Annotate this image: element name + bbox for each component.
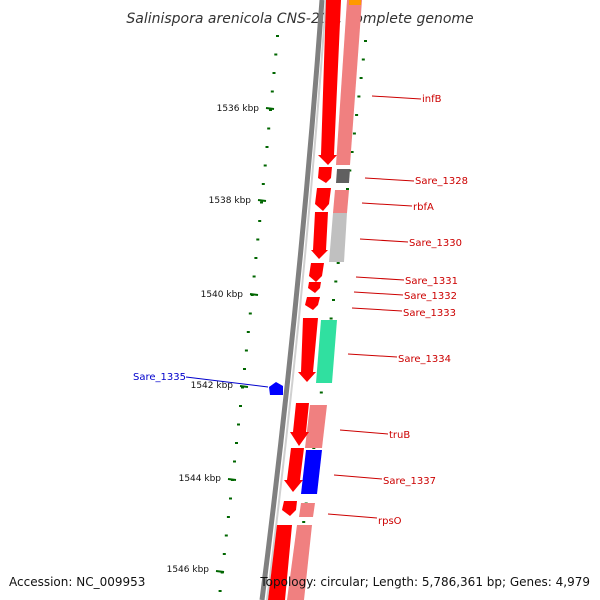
gene-label-Sare_1333[interactable]: Sare_1333 (403, 308, 456, 319)
gene-label-Sare_1328[interactable]: Sare_1328 (415, 176, 468, 187)
outer-tick-dot (334, 280, 338, 283)
topology-label: Topology: circular; Length: 5,786,361 bp… (259, 575, 590, 589)
gene-truB-outer[interactable] (305, 405, 327, 448)
axis-tick-label: 1544 kbp (179, 474, 222, 484)
inner-tick-dot (274, 53, 278, 56)
gene-label-Sare_1334[interactable]: Sare_1334 (398, 354, 451, 365)
inner-tick-dot (233, 460, 236, 463)
inner-tick-dot (263, 164, 267, 167)
inner-tick-dot (256, 238, 260, 241)
axis-tick-1542: 1542 kbp (191, 381, 249, 391)
inner-tick-dot (239, 405, 242, 407)
gene-Sare_1330-outer[interactable] (329, 213, 347, 262)
outer-tick-dot (359, 77, 363, 79)
gene-labels: infB Sare_1328 rbfA Sare_1330 Sare_1331 … (133, 94, 468, 527)
inner-tick-dot (248, 312, 252, 315)
outer-tick-dot (302, 521, 306, 523)
inner-tick-dot (265, 146, 269, 148)
gene-rpsO-outer[interactable] (299, 503, 315, 517)
outer-tick-dot (361, 58, 365, 61)
gene-Sare_1334-outer[interactable] (316, 320, 337, 383)
gene-Sare_1330-arrow[interactable] (311, 212, 328, 259)
gene-Sare_1335-arrow[interactable] (269, 382, 283, 395)
outer-tick-dot (346, 188, 349, 190)
inner-tick-dot (246, 331, 250, 333)
inner-tick-dot (270, 90, 274, 93)
gene-Sare_1328-arrow[interactable] (318, 167, 332, 183)
inner-tick-dot (269, 109, 272, 111)
gene-infB-arrow[interactable] (318, 0, 341, 165)
gene-Sare_1331-arrow[interactable] (309, 263, 324, 282)
axis-tick-1536: 1536 kbp (217, 104, 275, 114)
inner-tick-dot (226, 516, 230, 518)
gene-label-truB[interactable]: truB (389, 430, 410, 441)
outer-feature-track (287, 0, 362, 600)
forward-gene-track (268, 0, 341, 600)
inner-tick-dot (235, 442, 238, 444)
gene-rbfA-outer[interactable] (333, 190, 349, 213)
genome-backbone (259, 0, 325, 600)
inner-tick-dot (252, 275, 256, 278)
gene-Sare_1333-arrow[interactable] (305, 297, 320, 310)
axis-tick-label: 1536 kbp (217, 104, 260, 114)
inner-tick-dot (258, 220, 262, 222)
outer-tick-dot (332, 299, 335, 301)
inner-tick-dots (218, 35, 279, 592)
outer-tick-dot (329, 317, 333, 320)
gene-truB-arrow[interactable] (290, 403, 309, 446)
axis-tick-label: 1540 kbp (201, 290, 244, 300)
gene-rpsO-arrow[interactable] (282, 501, 297, 516)
inner-tick-dot (218, 590, 222, 592)
outer-tick-dot (350, 151, 354, 153)
gene-label-infB[interactable]: infB (422, 94, 442, 105)
axis-tick-1540: 1540 kbp (201, 290, 259, 300)
gene-Sare_1337-outer[interactable] (301, 450, 322, 494)
outer-tick-dot (355, 114, 359, 116)
outer-tick-dot (357, 95, 361, 98)
gene-label-Sare_1337[interactable]: Sare_1337 (383, 476, 436, 487)
map-title: Salinispora arenicola CNS-205, complete … (126, 11, 473, 27)
inner-tick-dot (260, 201, 263, 204)
inner-tick-dot (224, 534, 228, 537)
inner-tick-dot (254, 257, 258, 259)
gene-orange-outer[interactable] (349, 0, 361, 5)
gene-Sare_1334-arrow[interactable] (298, 318, 318, 382)
accession-label: Accession: NC_009953 (9, 575, 145, 589)
gene-label-Sare_1331[interactable]: Sare_1331 (405, 276, 458, 287)
outer-tick-dot (336, 262, 340, 264)
gene-Sare_1332-arrow[interactable] (308, 282, 321, 293)
gene-label-Sare_1335[interactable]: Sare_1335 (133, 372, 186, 383)
gene-label-Sare_1332[interactable]: Sare_1332 (404, 291, 457, 302)
inner-tick-dot (244, 349, 248, 352)
outer-tick-dot (352, 132, 356, 135)
inner-tick-dot (243, 368, 246, 370)
inner-tick-dot (229, 497, 232, 500)
axis-tick-label: 1538 kbp (209, 196, 252, 206)
inner-tick-dot (276, 35, 279, 37)
axis-tick-1546: 1546 kbp (167, 565, 225, 575)
inner-tick-dot (222, 553, 226, 555)
axis-tick-label: 1542 kbp (191, 381, 234, 391)
inner-tick-dot (241, 386, 244, 389)
gene-label-rpsO[interactable]: rpsO (378, 516, 402, 527)
inner-tick-dot (261, 183, 265, 185)
axis-tick-1538: 1538 kbp (209, 196, 267, 206)
gene-next-arrow[interactable] (268, 525, 292, 600)
gene-Sare_1328-outer[interactable] (336, 169, 350, 183)
gene-next-outer[interactable] (287, 525, 312, 600)
genome-backbone-shadow (266, 0, 327, 600)
inner-tick-dot (237, 423, 240, 426)
gene-rbfA-arrow[interactable] (315, 188, 331, 211)
gene-Sare_1337-arrow[interactable] (284, 448, 304, 492)
outer-tick-dot (364, 40, 367, 42)
gene-infB-outer[interactable] (336, 0, 362, 165)
gene-label-rbfA[interactable]: rbfA (413, 202, 434, 213)
outer-tick-dot (319, 391, 323, 394)
gene-label-Sare_1330[interactable]: Sare_1330 (409, 238, 462, 249)
axis-tick-1544: 1544 kbp (179, 474, 237, 484)
axis-tick-label: 1546 kbp (167, 565, 210, 575)
inner-tick-dot (272, 72, 276, 74)
inner-tick-dot (267, 127, 271, 130)
